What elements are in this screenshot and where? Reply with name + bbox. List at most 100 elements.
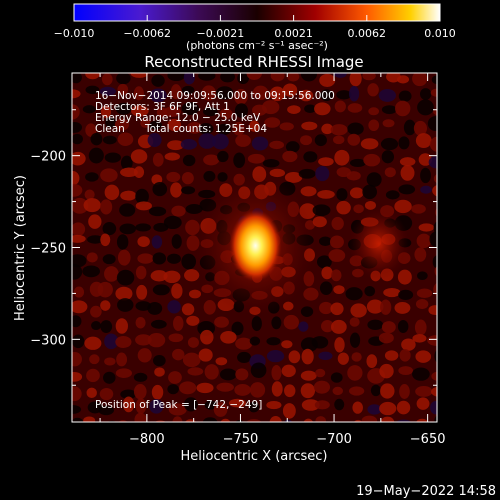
heatmap-cell — [282, 83, 298, 97]
heatmap-cell — [105, 117, 117, 128]
heatmap-cell — [72, 263, 83, 280]
heatmap-cell — [360, 138, 379, 150]
heatmap-cell — [235, 368, 249, 381]
heatmap-cell — [364, 285, 376, 297]
heatmap-cell — [119, 203, 136, 217]
heatmap-cell — [282, 150, 298, 163]
heatmap-cell — [167, 300, 181, 314]
heatmap-cell — [151, 235, 163, 249]
heatmap-cell — [72, 170, 80, 186]
heatmap-cell — [130, 149, 148, 164]
heatmap-cell — [147, 301, 163, 315]
heatmap-cell — [319, 73, 336, 87]
heatmap-cell — [134, 412, 147, 422]
heatmap-cell — [363, 153, 381, 167]
heatmap-cell — [336, 200, 351, 215]
heatmap-cell — [270, 73, 285, 82]
heatmap-cell — [384, 167, 396, 178]
heatmap-cell — [288, 350, 301, 364]
heatmap-cell — [416, 397, 430, 410]
heatmap-cell — [85, 85, 100, 95]
heatmap-cell — [434, 266, 437, 277]
colorbar-tick-label: −0.0021 — [197, 27, 245, 40]
y-tick-label: −300 — [30, 333, 66, 348]
heatmap-cell — [346, 171, 361, 181]
heatmap-cell — [318, 236, 332, 247]
heatmap-cell — [416, 233, 432, 249]
heatmap-cell — [319, 281, 333, 295]
heatmap-cell — [349, 386, 365, 396]
heatmap-cell — [427, 335, 437, 346]
heatmap-cell — [214, 316, 229, 328]
heatmap-cell — [329, 235, 344, 249]
heatmap-cell — [85, 73, 100, 80]
heatmap-cell — [85, 172, 99, 182]
heatmap-cell — [116, 269, 135, 286]
heatmap-cell — [399, 384, 410, 400]
heatmap-cell — [412, 367, 430, 381]
heatmap-cell — [316, 255, 332, 269]
heatmap-cell — [269, 415, 282, 422]
heatmap-cell — [271, 364, 282, 381]
x-tick-label: −700 — [316, 432, 352, 447]
heatmap-cell — [313, 380, 331, 394]
heatmap-cell — [436, 321, 437, 326]
heatmap-cell — [320, 320, 334, 333]
heatmap-cell — [104, 266, 119, 282]
heatmap-cell — [298, 321, 309, 332]
heatmap-cell — [380, 299, 392, 315]
heatmap-cell — [186, 122, 203, 134]
heatmap-cell — [395, 100, 411, 117]
heatmap-cell — [232, 121, 245, 136]
heatmap-cell — [380, 137, 399, 151]
annotation-detectors: Detectors: 3F 6F 9F, Att 1 — [95, 101, 230, 113]
heatmap-cell — [434, 415, 437, 422]
heatmap-cell — [301, 121, 318, 131]
heatmap-cell — [361, 415, 378, 422]
heatmap-cell — [91, 321, 102, 331]
heatmap-cell — [403, 119, 416, 136]
heatmap-cell — [217, 172, 228, 182]
heatmap-cell — [115, 286, 133, 301]
heatmap-cell — [107, 420, 117, 422]
heatmap-cell — [304, 104, 317, 113]
y-tick-label: −250 — [30, 242, 66, 257]
x-tick-label: −650 — [410, 432, 446, 447]
heatmap-cell — [186, 315, 200, 326]
heatmap-cell — [116, 234, 129, 250]
heatmap-cell — [347, 103, 363, 113]
heatmap-cell — [100, 300, 111, 311]
heatmap-cell — [180, 139, 198, 150]
heatmap-cell — [137, 348, 152, 363]
heatmap-cell — [398, 136, 410, 150]
heatmap-cell — [117, 249, 131, 266]
heatmap-cell — [398, 184, 416, 195]
heatmap-cell — [398, 90, 412, 102]
heatmap-cell — [317, 190, 335, 199]
heatmap-cell — [300, 370, 317, 381]
heatmap-cell — [184, 419, 197, 422]
heatmap-cell — [318, 157, 334, 166]
heatmap-cell — [249, 382, 266, 398]
heatmap-cell — [334, 73, 347, 79]
heatmap-cell — [219, 108, 233, 120]
heatmap-cell — [72, 352, 82, 367]
heatmap-cell — [420, 185, 432, 194]
heatmap-cell — [163, 215, 182, 230]
heatmap-cell — [98, 405, 114, 416]
heatmap-cell — [303, 418, 314, 422]
heatmap-cell — [264, 117, 281, 128]
heatmap-cell — [412, 334, 427, 343]
heatmap-cell — [246, 419, 262, 422]
heatmap-cell — [72, 197, 89, 214]
heatmap-cell — [271, 316, 282, 330]
heatmap-cell — [89, 354, 100, 365]
heatmap-cell — [285, 141, 300, 153]
heatmap-cell — [380, 416, 395, 422]
heatmap-cell — [198, 73, 216, 81]
heatmap-cell — [284, 384, 296, 398]
heatmap-cell — [380, 383, 395, 399]
y-axis-label: Heliocentric Y (arcsec) — [13, 175, 28, 321]
heatmap-cell — [133, 86, 144, 101]
